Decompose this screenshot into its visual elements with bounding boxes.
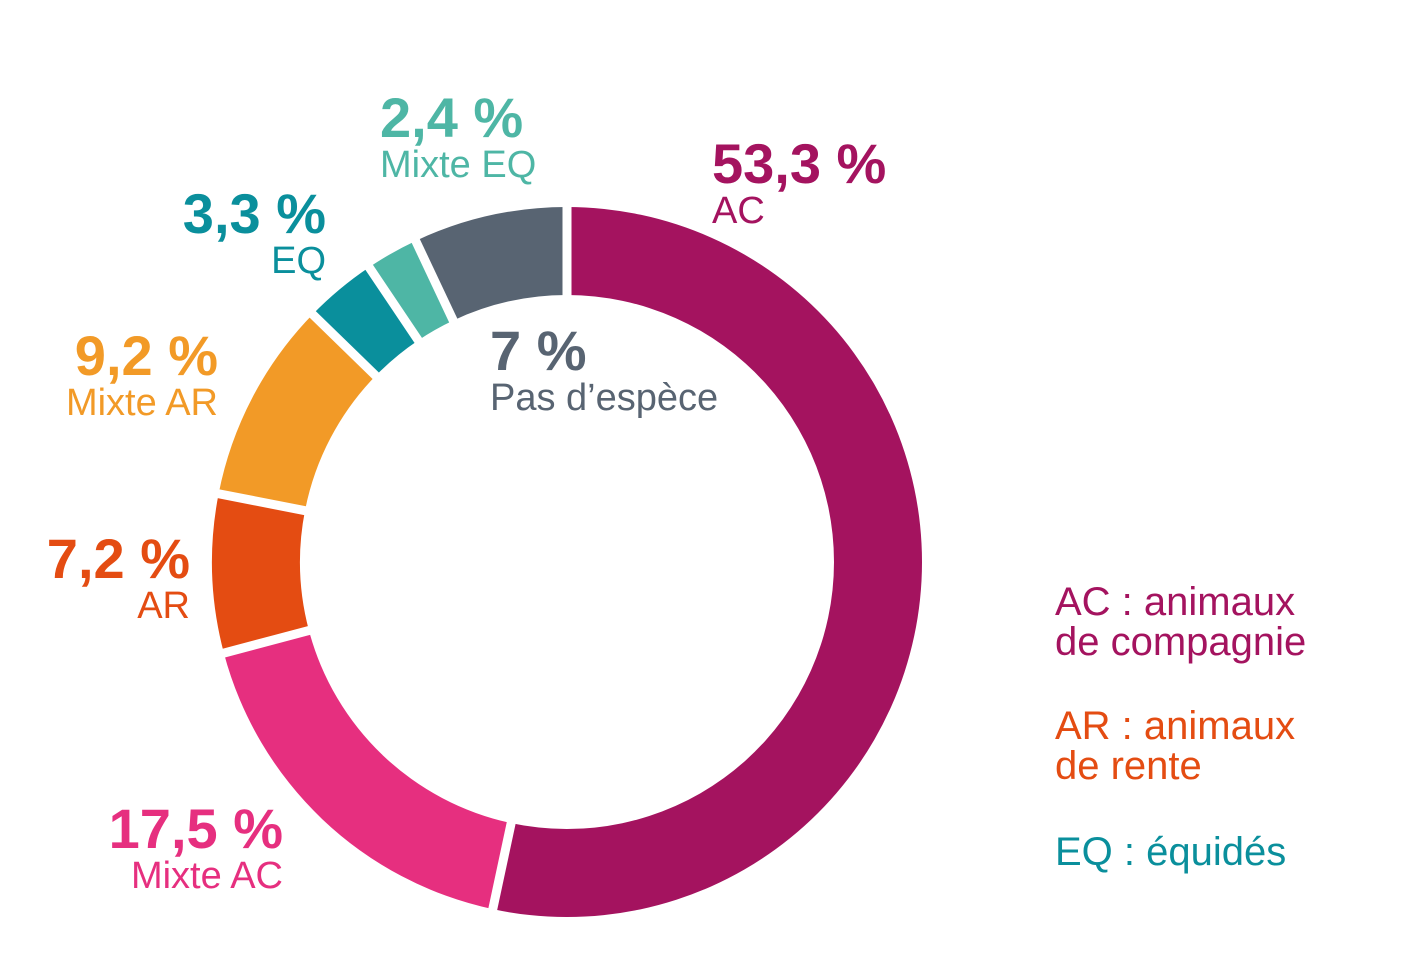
legend-item-ac-line1: AC : animaux bbox=[1055, 580, 1296, 624]
value-label-ac: 53,3 % bbox=[712, 132, 886, 195]
donut-slices bbox=[211, 203, 923, 918]
value-label-mixte-ar: 9,2 % bbox=[75, 324, 218, 387]
category-label-eq: EQ bbox=[271, 240, 326, 282]
value-label-pas-d-esp-ce: 7 % bbox=[490, 319, 587, 382]
legend-item-ac-line2: de compagnie bbox=[1055, 620, 1307, 664]
category-label-pas-d-esp-ce: Pas d’espèce bbox=[490, 377, 718, 419]
value-label-ar: 7,2 % bbox=[47, 527, 190, 590]
slice-separator bbox=[213, 488, 310, 516]
slice-separator bbox=[306, 308, 382, 382]
value-label-eq: 3,3 % bbox=[183, 182, 326, 245]
category-label-mixte-ac: Mixte AC bbox=[131, 855, 283, 897]
category-label-ar: AR bbox=[137, 585, 190, 627]
value-label-mixte-eq: 2,4 % bbox=[380, 86, 523, 149]
legend-item-ar-line2: de rente bbox=[1055, 744, 1202, 788]
slice-mixte-ar bbox=[218, 314, 376, 511]
slice-ar bbox=[211, 493, 309, 654]
slice-separator bbox=[363, 261, 425, 347]
slice-mixte-eq bbox=[369, 240, 454, 341]
legend-item-eq-line1: EQ : équidés bbox=[1055, 830, 1287, 874]
slice-separator bbox=[409, 235, 459, 326]
legend-item-ar: AR : animaux de rente bbox=[1055, 706, 1295, 786]
legend-item-ar-line1: AR : animaux bbox=[1055, 704, 1296, 748]
slice-pas-d-esp-ce bbox=[415, 207, 567, 321]
value-label-mixte-ac: 17,5 % bbox=[109, 797, 283, 860]
legend-item-eq: EQ : équidés bbox=[1055, 832, 1286, 872]
category-label-mixte-eq: Mixte EQ bbox=[380, 144, 536, 186]
slice-separator bbox=[218, 625, 314, 659]
slice-separator bbox=[487, 818, 517, 915]
category-label-mixte-ar: Mixte AR bbox=[66, 382, 218, 424]
slice-mixte-ac bbox=[223, 630, 512, 910]
legend-item-ac: AC : animaux de compagnie bbox=[1055, 582, 1306, 662]
slice-ac bbox=[492, 206, 923, 918]
category-label-ac: AC bbox=[712, 190, 765, 232]
slice-eq bbox=[312, 267, 419, 376]
